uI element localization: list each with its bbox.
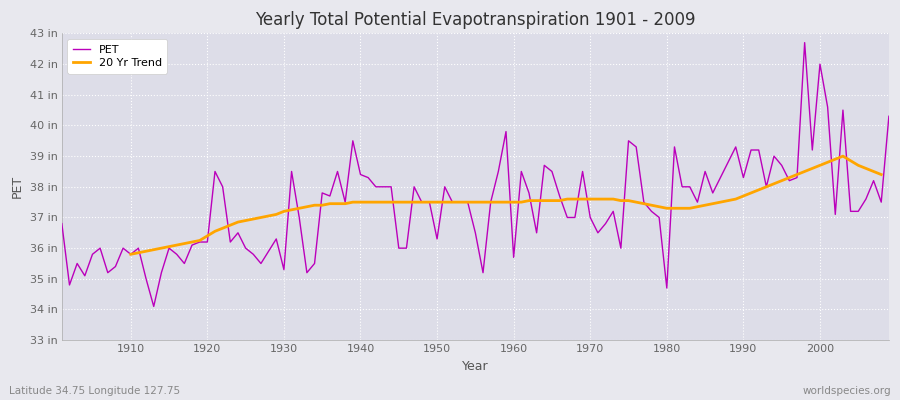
20 Yr Trend [302, 204, 312, 209]
PET [118, 246, 129, 250]
Line: PET: PET [62, 43, 889, 306]
20 Yr Trend [356, 200, 366, 204]
20 Yr Trend [325, 201, 336, 206]
X-axis label: Year: Year [462, 360, 489, 373]
Text: worldspecies.org: worldspecies.org [803, 386, 891, 396]
20 Yr Trend [524, 198, 535, 203]
PET [57, 221, 68, 226]
20 Yr Trend [838, 154, 849, 158]
Title: Yearly Total Potential Evapotranspiration 1901 - 2009: Yearly Total Potential Evapotranspiratio… [255, 11, 696, 29]
Text: Latitude 34.75 Longitude 127.75: Latitude 34.75 Longitude 127.75 [9, 386, 180, 396]
20 Yr Trend [125, 252, 136, 257]
PET [884, 114, 895, 119]
PET [608, 209, 618, 214]
Line: 20 Yr Trend: 20 Yr Trend [130, 156, 881, 254]
PET [799, 40, 810, 45]
PET [508, 255, 519, 260]
20 Yr Trend [500, 200, 511, 204]
PET [340, 200, 351, 204]
Y-axis label: PET: PET [11, 175, 24, 198]
20 Yr Trend [715, 200, 725, 204]
20 Yr Trend [876, 172, 886, 177]
PET [148, 304, 159, 309]
Legend: PET, 20 Yr Trend: PET, 20 Yr Trend [68, 39, 167, 74]
PET [293, 215, 304, 220]
PET [516, 169, 526, 174]
